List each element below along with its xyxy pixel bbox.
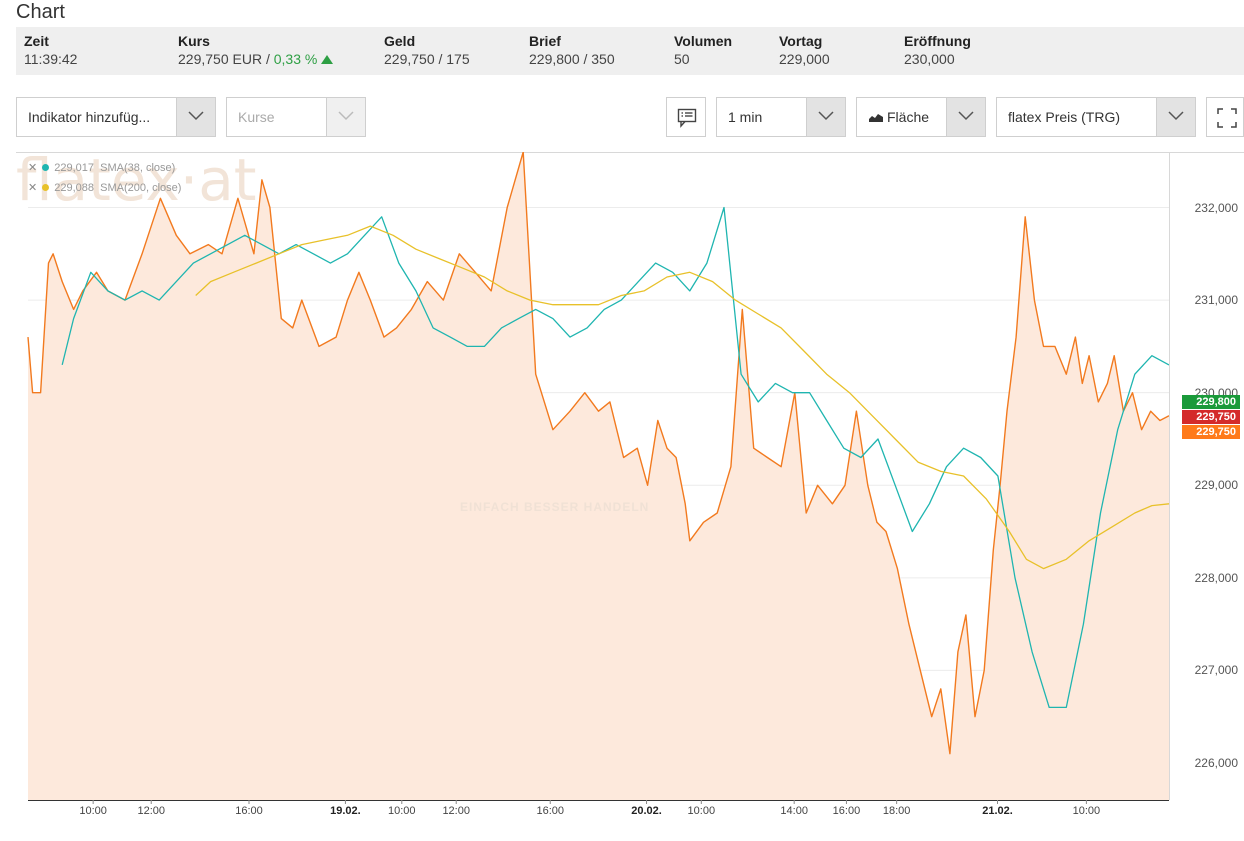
sma200-line <box>195 225 1170 570</box>
kurse-dropdown[interactable]: Kurse <box>226 97 366 137</box>
chevron-down-icon <box>958 111 974 121</box>
quote-vortag-label: Vortag <box>779 33 823 49</box>
comment-list-icon <box>677 108 697 128</box>
quote-vortag: Vortag 229,000 <box>779 33 830 67</box>
watermark-brand: flatex·at <box>16 152 257 212</box>
charttype-dropdown-toggle[interactable] <box>946 98 985 136</box>
quote-geld-label: Geld <box>384 33 416 49</box>
interval-dropdown-toggle[interactable] <box>806 98 845 136</box>
price-chart[interactable]: flatex·at EINFACH BESSER HANDELN ✕ 229,01… <box>16 152 1244 841</box>
quote-bar: Zeit 11:39:42 Kurs 229,750 EUR / 0,33 % … <box>16 27 1244 75</box>
quote-volumen: Volumen 50 <box>674 33 732 67</box>
legend-item-sma38: ✕ 229,017 SMA(38, close) <box>28 161 181 181</box>
kurse-dropdown-toggle[interactable] <box>326 98 365 136</box>
quote-zeit-value: 11:39:42 <box>24 51 78 67</box>
quote-vortag-value: 229,000 <box>779 51 830 67</box>
quote-kurs-value: 229,750 EUR / 0,33 % <box>178 51 334 67</box>
quote-volumen-value: 50 <box>674 51 690 67</box>
interval-dropdown[interactable]: 1 min <box>716 97 846 137</box>
x-tick-label: 10:00 <box>1072 805 1101 817</box>
bid-price-tag: 229,750 <box>1182 410 1240 424</box>
price-chart-canvas[interactable] <box>16 152 1244 841</box>
x-tick-label: 10:00 <box>79 805 107 817</box>
x-tick-label: 12:00 <box>442 805 470 817</box>
annotation-button[interactable] <box>666 97 706 137</box>
y-tick-label: 229,000 <box>1194 478 1238 493</box>
sma38-line <box>61 206 1170 709</box>
charttype-dropdown[interactable]: Fläche <box>856 97 986 137</box>
quote-brief-label: Brief <box>529 33 561 49</box>
quote-eroeffnung-value: 230,000 <box>904 51 955 67</box>
x-tick-label: 10:00 <box>687 805 716 817</box>
y-tick-label: 232,000 <box>1194 200 1238 215</box>
legend-dot-sma200 <box>42 184 50 191</box>
quote-kurs-label: Kurs <box>178 33 210 49</box>
chevron-down-icon <box>338 111 354 121</box>
y-tick-label: 228,000 <box>1194 570 1238 585</box>
x-tick-label: 14:00 <box>780 805 808 817</box>
chart-series <box>27 152 1170 755</box>
legend-value: 229,088 <box>54 182 94 194</box>
quote-zeit: Zeit 11:39:42 <box>24 33 77 67</box>
x-tick-label: 16:00 <box>832 805 861 817</box>
x-tick-label: 18:00 <box>882 805 911 817</box>
legend-value: 229,017 <box>54 162 94 174</box>
x-tick-label: 21.02. <box>982 805 1013 817</box>
x-tick-label: 20.02. <box>631 805 662 817</box>
quote-kurs: Kurs 229,750 EUR / 0,33 % <box>178 33 334 67</box>
x-tick-label: 12:00 <box>137 805 165 817</box>
y-tick-label: 227,000 <box>1194 663 1238 678</box>
ask-price-tag: 229,800 <box>1182 395 1240 409</box>
source-dropdown[interactable]: flatex Preis (TRG) <box>996 97 1196 137</box>
fullscreen-button[interactable] <box>1206 97 1244 137</box>
quote-kurs-price: 229,750 EUR / <box>178 51 274 67</box>
chevron-down-icon <box>1168 111 1184 121</box>
quote-brief: Brief 229,800 / 350 <box>529 33 615 67</box>
fullscreen-icon <box>1217 108 1237 128</box>
legend-item-sma200: ✕ 229,088 SMA(200, close) <box>28 181 181 201</box>
quote-geld-value: 229,750 / 175 <box>384 51 470 67</box>
remove-indicator-icon[interactable]: ✕ <box>28 182 38 194</box>
quote-eroeffnung-label: Eröffnung <box>904 33 971 49</box>
price-area-fill <box>28 152 1169 800</box>
charttype-dropdown-label: Fläche <box>887 109 930 125</box>
indicator-dropdown-toggle[interactable] <box>176 98 215 136</box>
page-title: Chart <box>16 1 65 23</box>
legend-dot-sma38 <box>42 164 50 171</box>
quote-eroeffnung: Eröffnung 230,000 <box>904 33 971 67</box>
chevron-down-icon <box>818 111 834 121</box>
legend-name: SMA(200, close) <box>100 182 182 194</box>
quote-kurs-change: 0,33 % <box>273 51 318 67</box>
x-axis-ticks <box>92 800 1087 804</box>
y-tick-label: 226,000 <box>1194 755 1238 770</box>
chevron-down-icon <box>188 111 204 121</box>
x-tick-label: 19.02. <box>330 805 361 817</box>
indicator-legend: ✕ 229,017 SMA(38, close) ✕ 229,088 SMA(200… <box>28 161 181 201</box>
arrow-up-icon <box>321 55 334 64</box>
indicator-dropdown[interactable]: Indikator hinzufüg... <box>16 97 216 137</box>
quote-geld: Geld 229,750 / 175 <box>384 33 470 67</box>
source-dropdown-toggle[interactable] <box>1156 98 1195 136</box>
indicator-dropdown-label: Indikator hinzufüg... <box>28 109 151 125</box>
flatex-watermark-logo: flatex·at <box>16 152 257 212</box>
price-area <box>28 152 1169 800</box>
y-tick-label: 231,000 <box>1194 293 1238 308</box>
interval-dropdown-label: 1 min <box>728 109 763 125</box>
legend-name: SMA(38, close) <box>100 162 176 174</box>
kurse-dropdown-label: Kurse <box>238 109 275 125</box>
source-dropdown-label: flatex Preis (TRG) <box>1008 109 1121 125</box>
quote-volumen-label: Volumen <box>674 33 733 49</box>
quote-brief-value: 229,800 / 350 <box>529 51 615 67</box>
quote-zeit-label: Zeit <box>24 33 49 49</box>
x-tick-label: 16:00 <box>536 805 564 817</box>
area-chart-icon <box>869 114 883 122</box>
price-line <box>27 152 1170 755</box>
last-price-tag: 229,750 <box>1182 425 1240 439</box>
remove-indicator-icon[interactable]: ✕ <box>28 162 38 174</box>
x-tick-label: 10:00 <box>388 805 416 817</box>
x-tick-label: 16:00 <box>235 805 263 817</box>
watermark-tagline: EINFACH BESSER HANDELN <box>460 500 650 514</box>
